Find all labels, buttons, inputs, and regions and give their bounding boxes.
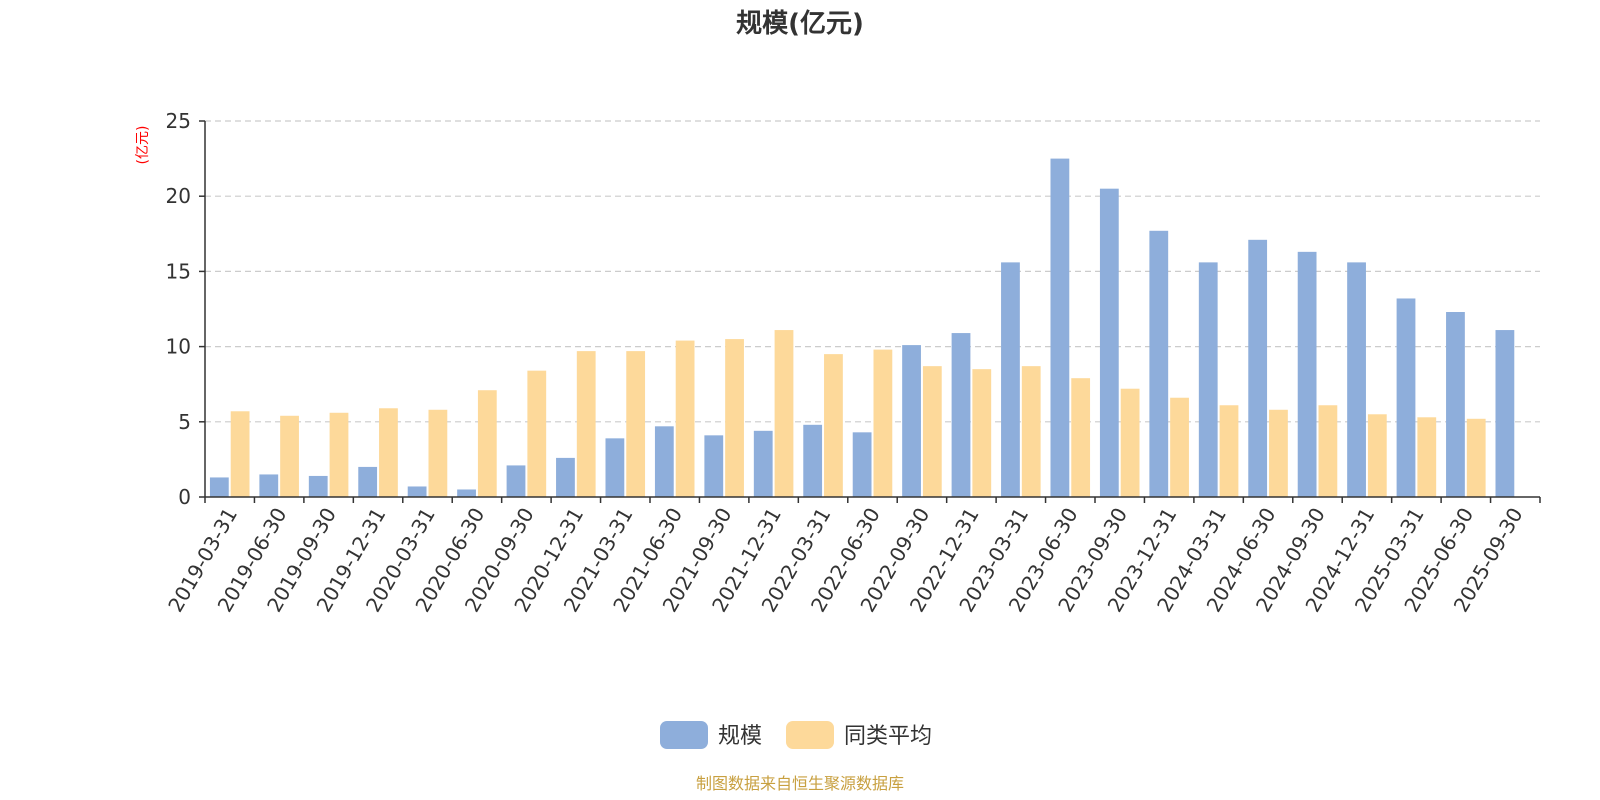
bar-peer-average [774, 330, 794, 497]
bar-scale [902, 345, 921, 497]
y-tick-label: 10 [166, 335, 191, 359]
legend-swatch [660, 721, 708, 749]
bar-scale [259, 474, 279, 497]
bar-peer-average [824, 354, 843, 497]
bar-scale [1149, 230, 1169, 498]
bar-scale [457, 489, 476, 497]
bar-scale [1446, 312, 1465, 497]
bar-peer-average [329, 412, 349, 497]
bar-scale [407, 486, 427, 497]
y-tick-label: 5 [178, 410, 191, 434]
bars-group [209, 158, 1515, 498]
bar-scale [1495, 330, 1515, 497]
bar-peer-average [1318, 405, 1338, 497]
bar-peer-average [1120, 388, 1140, 497]
bar-peer-average [527, 370, 547, 497]
bar-peer-average [1021, 366, 1041, 497]
bar-scale [1050, 158, 1070, 497]
bar-peer-average [1219, 405, 1239, 497]
y-tick-label: 20 [166, 184, 191, 208]
bar-peer-average [675, 340, 695, 497]
bar-scale [1099, 188, 1119, 497]
bar-scale [951, 333, 971, 497]
bar-peer-average [972, 369, 992, 497]
bar-peer-average [1367, 414, 1387, 497]
bar-scale [704, 435, 724, 497]
bar-peer-average [280, 415, 299, 497]
bar-peer-average [922, 366, 942, 497]
bar-scale [852, 432, 872, 497]
bar-scale [605, 438, 625, 497]
bar-scale [753, 430, 773, 497]
bar-scale [803, 424, 823, 497]
bar-peer-average [477, 390, 497, 497]
bar-peer-average [1071, 378, 1091, 497]
bar-scale [654, 426, 674, 497]
legend-swatch [786, 721, 834, 749]
y-axis-unit: (亿元) [135, 126, 151, 165]
bar-scale [1347, 262, 1366, 497]
bar-peer-average [1417, 417, 1437, 497]
bar-peer-average [873, 349, 893, 497]
bar-scale [308, 475, 328, 497]
bar-peer-average [379, 408, 398, 497]
bar-peer-average [1269, 409, 1288, 497]
bar-peer-average [725, 339, 744, 497]
bar-scale [1248, 239, 1268, 498]
bar-scale [556, 457, 575, 497]
bar-scale [358, 466, 378, 497]
bar-peer-average [1466, 418, 1486, 497]
bar-peer-average [1170, 397, 1189, 497]
source-note: 制图数据来自恒生聚源数据库 [696, 774, 904, 793]
bar-scale [1001, 262, 1020, 497]
gridlines [205, 120, 1540, 423]
bar-scale [1396, 298, 1416, 497]
y-tick-label: 15 [166, 259, 191, 283]
bar-peer-average [626, 351, 646, 497]
bar-scale [1297, 251, 1317, 497]
bar-peer-average [576, 351, 596, 497]
legend-label: 同类平均 [844, 724, 932, 749]
chart-title: 规模(亿元) [736, 9, 864, 39]
legend-label: 规模 [718, 724, 762, 749]
y-tick-label: 0 [178, 485, 191, 509]
bar-scale [209, 477, 229, 497]
bar-scale [1198, 262, 1218, 497]
legend: 规模 同类平均 [660, 721, 932, 749]
bar-peer-average [428, 409, 448, 497]
bar-scale [506, 465, 526, 497]
axes-group: 05101520252019-03-312019-06-302019-09-30… [163, 109, 1541, 616]
bar-peer-average [230, 411, 250, 497]
y-tick-label: 25 [166, 109, 191, 133]
